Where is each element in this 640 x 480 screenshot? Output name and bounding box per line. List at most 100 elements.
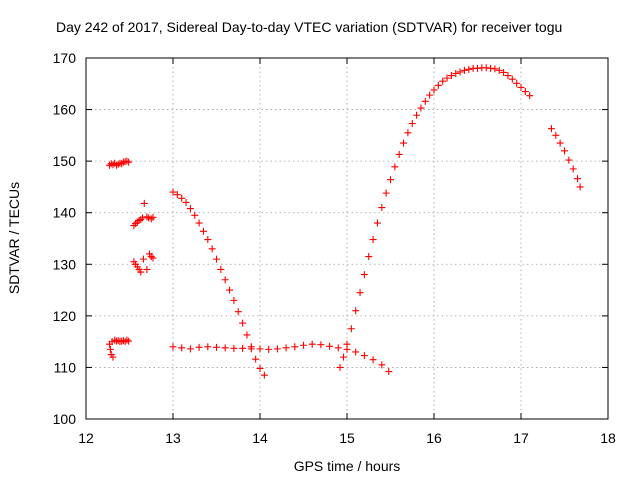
- data-point-descending-track-9: [208, 245, 216, 253]
- data-point-descending-track-6: [195, 219, 203, 227]
- data-point-late-descent-6: [574, 175, 582, 183]
- data-point-descending-track-16: [239, 319, 247, 327]
- data-point-rising-arc-4: [352, 307, 360, 315]
- data-point-cluster-115-4: [109, 353, 117, 361]
- data-point-cluster-138-6: [140, 199, 148, 207]
- data-point-descending-track-14: [230, 296, 238, 304]
- data-point-rising-arc-37: [495, 66, 503, 74]
- series-cluster-115: [105, 336, 133, 361]
- data-point-rising-arc-10: [378, 204, 386, 212]
- y-tick-label-100: 100: [53, 411, 77, 427]
- data-point-flat-track-25: [385, 368, 393, 376]
- y-tick-label-130: 130: [53, 256, 77, 272]
- data-point-rising-arc-43: [521, 88, 529, 96]
- data-point-flat-track-21: [352, 348, 360, 356]
- axis-ticks: [85, 57, 609, 420]
- data-point-rising-arc-9: [373, 219, 381, 227]
- data-point-rising-arc-6: [360, 271, 368, 279]
- data-point-flat-track-2: [186, 345, 194, 353]
- data-point-rising-arc-28: [456, 68, 464, 76]
- data-point-cluster-138-10: [149, 213, 157, 221]
- data-point-descending-track-17: [243, 331, 251, 339]
- x-tick-label-18: 18: [600, 430, 616, 446]
- data-point-rising-arc-7: [365, 253, 373, 261]
- data-point-descending-track-13: [226, 286, 234, 294]
- data-point-cluster-149-11: [125, 158, 133, 166]
- data-point-descending-track-3: [182, 198, 190, 206]
- x-tick-label-17: 17: [513, 430, 529, 446]
- data-point-descending-track-0: [169, 188, 177, 196]
- grid: [86, 58, 608, 419]
- y-tick-label-140: 140: [53, 205, 77, 221]
- data-point-flat-track-1: [178, 344, 186, 352]
- data-point-cluster-130-4: [137, 268, 145, 276]
- data-point-descending-track-10: [213, 255, 220, 263]
- x-tick-label-15: 15: [339, 430, 355, 446]
- data-point-flat-track-14: [291, 343, 299, 351]
- series-late-descent: [547, 125, 584, 191]
- data-point-flat-track-18: [326, 342, 334, 350]
- chart-title: Day 242 of 2017, Sidereal Day-to-day VTE…: [56, 19, 562, 35]
- data-point-descending-track-21: [260, 371, 268, 379]
- data-point-late-descent-3: [561, 147, 568, 155]
- y-axis-label: SDTVAR / TECUs: [6, 182, 22, 294]
- data-point-rising-arc-11: [382, 189, 390, 197]
- series-cluster-149: [105, 157, 133, 169]
- x-tick-label-16: 16: [426, 430, 442, 446]
- series-cluster-138: [130, 199, 157, 230]
- data-point-descending-track-2: [178, 194, 186, 202]
- data-point-flat-track-17: [317, 341, 325, 349]
- data-point-rising-arc-5: [356, 289, 364, 297]
- data-point-flat-track-10: [256, 345, 264, 353]
- data-point-cluster-130-9: [149, 254, 157, 262]
- data-point-rising-arc-18: [413, 111, 421, 119]
- data-point-descending-track-4: [186, 205, 194, 213]
- data-point-descending-track-11: [217, 265, 225, 273]
- data-point-descending-track-1: [173, 191, 181, 199]
- data-point-rising-arc-2: [343, 340, 351, 348]
- data-point-rising-arc-29: [460, 66, 468, 74]
- data-point-flat-track-3: [195, 343, 203, 351]
- data-point-cluster-130-6: [143, 265, 151, 273]
- data-point-flat-track-4: [204, 343, 212, 351]
- data-point-flat-track-11: [265, 345, 273, 353]
- data-point-cluster-138-1: [132, 220, 140, 228]
- data-point-flat-track-6: [221, 344, 229, 352]
- data-point-late-descent-7: [576, 183, 584, 191]
- series-rising-arc: [336, 64, 534, 371]
- data-point-cluster-130-5: [139, 255, 147, 263]
- x-tick-label-13: 13: [165, 430, 181, 446]
- data-point-rising-arc-23: [434, 81, 442, 89]
- data-points: [105, 64, 584, 379]
- data-point-descending-track-15: [234, 308, 242, 316]
- data-point-descending-track-5: [191, 211, 199, 219]
- x-axis-label: GPS time / hours: [294, 458, 401, 474]
- y-tick-label-110: 110: [54, 359, 77, 375]
- data-point-cluster-138-5: [139, 214, 147, 222]
- data-point-late-descent-2: [556, 139, 564, 147]
- data-point-flat-track-8: [239, 344, 247, 352]
- data-point-descending-track-20: [256, 364, 264, 372]
- y-tick-label-160: 160: [53, 102, 77, 118]
- data-point-rising-arc-1: [340, 353, 348, 361]
- data-point-late-descent-5: [569, 165, 577, 173]
- data-point-rising-arc-16: [404, 129, 412, 137]
- data-point-rising-arc-14: [395, 150, 403, 158]
- series-cluster-130: [130, 250, 157, 276]
- data-point-flat-track-15: [300, 341, 307, 349]
- data-point-flat-track-7: [230, 344, 238, 352]
- data-point-rising-arc-38: [500, 68, 508, 76]
- data-point-cluster-138-4: [137, 215, 145, 223]
- data-point-flat-track-19: [334, 344, 342, 352]
- data-point-flat-track-13: [282, 344, 290, 352]
- data-point-rising-arc-39: [504, 72, 512, 80]
- data-point-rising-arc-20: [421, 97, 429, 105]
- data-point-rising-arc-24: [439, 77, 447, 85]
- data-point-rising-arc-13: [391, 163, 399, 171]
- data-point-flat-track-12: [273, 345, 281, 353]
- data-point-rising-arc-0: [336, 363, 344, 371]
- series-flat-track: [169, 340, 393, 376]
- data-point-cluster-138-7: [143, 213, 151, 221]
- data-point-rising-arc-27: [452, 69, 460, 77]
